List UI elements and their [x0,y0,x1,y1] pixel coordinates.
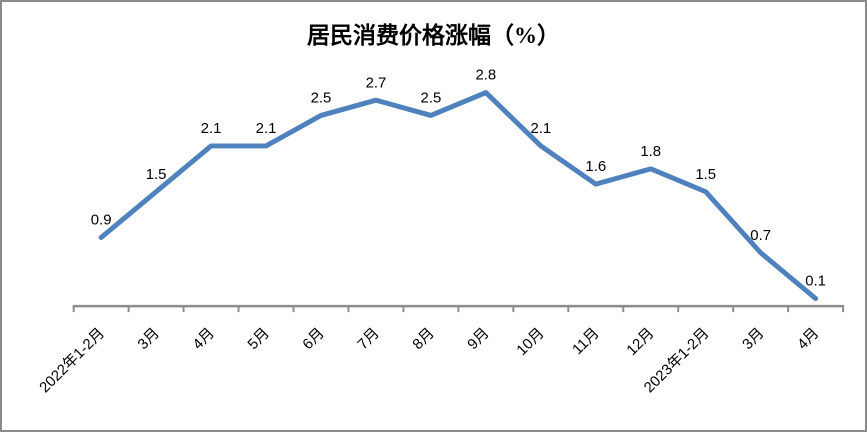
x-axis-label: 12月 [624,325,658,358]
series-line [98,90,819,302]
x-axis-label: 7月 [355,325,383,353]
data-label: 0.9 [91,213,112,229]
x-axis-label: 5月 [245,325,273,353]
x-axis-label: 3月 [135,325,163,353]
data-label: 2.7 [366,75,387,91]
data-label: 2.5 [421,91,442,107]
x-axis-label: 2022年1-2月 [36,325,108,396]
data-label: 0.7 [750,228,771,244]
x-axis-label: 11月 [570,325,603,358]
data-label: 1.6 [585,159,606,175]
data-label: 2.1 [201,121,222,137]
x-axis-label: 8月 [410,325,438,353]
data-label: 1.5 [146,167,167,183]
data-label: 2.5 [311,91,332,107]
x-axis-label: 3月 [740,325,768,353]
x-axis-label: 6月 [300,325,328,353]
x-axis-label: 10月 [514,325,548,358]
data-label: 2.8 [475,68,496,84]
data-label: 1.5 [695,167,716,183]
data-label: 2.1 [256,121,277,137]
x-axis-label: 4月 [190,325,218,353]
x-axis-label: 9月 [465,325,493,353]
chart-title: 居民消费价格涨幅（%） [307,23,560,48]
data-label: 1.8 [640,144,661,160]
x-axis-label: 4月 [795,325,823,353]
data-label: 0.1 [805,274,826,290]
data-label: 2.1 [530,121,551,137]
